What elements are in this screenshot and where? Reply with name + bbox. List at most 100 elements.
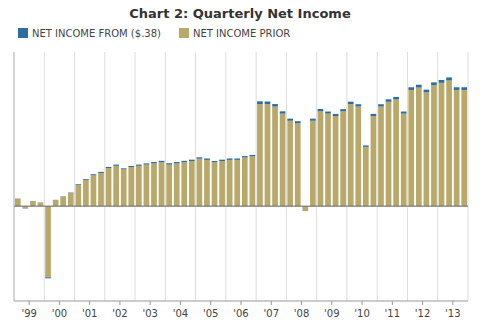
bar bbox=[204, 158, 210, 159]
x-tick-label: '11 bbox=[385, 308, 400, 319]
bar bbox=[333, 116, 339, 206]
bar bbox=[106, 167, 112, 168]
bar bbox=[151, 163, 157, 206]
bar bbox=[98, 172, 104, 173]
bar bbox=[212, 161, 218, 162]
bar bbox=[461, 90, 467, 206]
x-tick-label: '04 bbox=[173, 308, 188, 319]
bar bbox=[454, 90, 460, 206]
bar bbox=[136, 166, 142, 206]
bar bbox=[174, 163, 180, 206]
bar bbox=[174, 162, 180, 163]
x-tick bbox=[241, 301, 242, 305]
bar bbox=[265, 104, 271, 206]
legend-label: NET INCOME PRIOR bbox=[193, 28, 290, 39]
bar bbox=[181, 161, 187, 162]
bar bbox=[128, 167, 134, 206]
legend-label: NET INCOME FROM ($.38) bbox=[32, 28, 161, 39]
bars bbox=[15, 77, 467, 278]
bar bbox=[310, 119, 316, 121]
x-tick-label: '12 bbox=[415, 308, 430, 319]
bar bbox=[287, 119, 293, 121]
bar bbox=[30, 201, 36, 202]
bar bbox=[416, 88, 422, 207]
bar bbox=[424, 90, 430, 93]
bar bbox=[68, 192, 74, 194]
bar bbox=[310, 121, 316, 206]
bar bbox=[371, 116, 377, 206]
bar bbox=[113, 165, 119, 166]
bar bbox=[257, 101, 263, 104]
bar bbox=[30, 201, 36, 206]
bar bbox=[75, 184, 81, 186]
bar bbox=[212, 162, 218, 206]
bar bbox=[295, 123, 301, 206]
bar bbox=[318, 111, 324, 206]
grid-line bbox=[377, 52, 378, 301]
bar bbox=[378, 104, 384, 106]
bar bbox=[227, 158, 233, 159]
x-tick bbox=[301, 301, 302, 305]
bar bbox=[53, 200, 59, 206]
bar bbox=[106, 168, 112, 206]
bar bbox=[401, 112, 407, 114]
grid-line bbox=[195, 52, 196, 301]
grid-line bbox=[135, 52, 136, 301]
bar bbox=[454, 87, 460, 90]
bar bbox=[98, 173, 104, 206]
bar bbox=[159, 161, 165, 162]
bar bbox=[38, 203, 44, 207]
bar bbox=[15, 198, 21, 199]
grid-line bbox=[346, 52, 347, 301]
x-tick bbox=[59, 301, 60, 305]
x-tick-label: '99 bbox=[21, 308, 36, 319]
bar bbox=[151, 162, 157, 163]
bar bbox=[60, 197, 66, 206]
bar bbox=[340, 111, 346, 206]
title: Chart 2: Quarterly Net Income bbox=[129, 6, 351, 21]
x-tick bbox=[180, 301, 181, 305]
bar bbox=[45, 206, 51, 277]
bar bbox=[257, 104, 263, 206]
bar bbox=[280, 111, 286, 113]
bar bbox=[38, 202, 44, 203]
series bbox=[15, 77, 467, 278]
bar bbox=[393, 97, 399, 99]
bar bbox=[287, 121, 293, 206]
bar bbox=[23, 208, 29, 209]
bar bbox=[408, 87, 414, 90]
grid bbox=[14, 52, 468, 301]
bar bbox=[325, 114, 331, 206]
bar bbox=[121, 169, 127, 206]
bar bbox=[439, 80, 445, 83]
bar bbox=[166, 165, 172, 207]
bar bbox=[242, 156, 248, 157]
bar bbox=[144, 163, 150, 164]
grid-line bbox=[225, 52, 226, 301]
bar bbox=[295, 121, 301, 123]
chart: Chart 2: Quarterly Net Income'99'00'01'0… bbox=[0, 0, 480, 327]
bar bbox=[378, 107, 384, 207]
bar bbox=[15, 199, 21, 206]
grid-line bbox=[44, 52, 45, 301]
bar bbox=[91, 174, 97, 175]
bar bbox=[386, 99, 392, 101]
bar bbox=[83, 179, 89, 181]
bar bbox=[272, 104, 278, 106]
bar bbox=[431, 82, 437, 85]
bar bbox=[53, 199, 59, 200]
bar bbox=[302, 210, 308, 211]
x-tick bbox=[210, 301, 211, 305]
x-tick bbox=[89, 301, 90, 305]
zero-line bbox=[14, 206, 468, 207]
bar bbox=[446, 80, 452, 206]
grid-line bbox=[407, 52, 408, 301]
bar bbox=[371, 114, 377, 116]
bar bbox=[280, 114, 286, 206]
bar bbox=[386, 102, 392, 206]
bar bbox=[393, 99, 399, 206]
x-tick bbox=[29, 301, 30, 305]
bar bbox=[431, 85, 437, 206]
grid-line bbox=[104, 52, 105, 301]
x-tick bbox=[452, 301, 453, 305]
